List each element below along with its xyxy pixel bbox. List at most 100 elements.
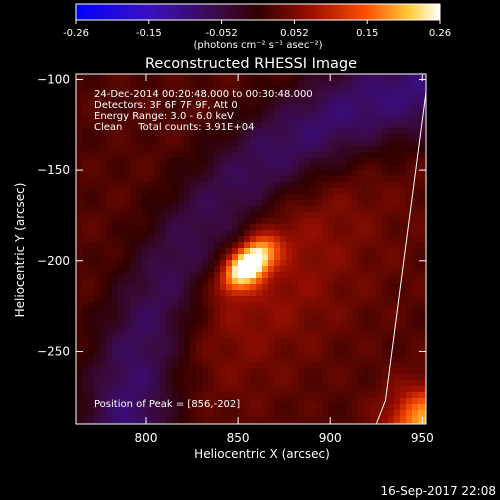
heatmap-cell [76, 410, 83, 417]
heatmap-cell [394, 374, 401, 381]
heatmap-cell [346, 404, 353, 411]
heatmap-cell [220, 170, 227, 177]
heatmap-cell [376, 86, 383, 93]
heatmap-cell [178, 362, 185, 369]
heatmap-cell [388, 116, 395, 123]
heatmap-cell [274, 302, 281, 309]
heatmap-cell [274, 326, 281, 333]
heatmap-cell [394, 326, 401, 333]
heatmap-cell [244, 116, 251, 123]
heatmap-cell [100, 74, 107, 81]
heatmap-cell [400, 152, 407, 159]
heatmap-cell [382, 206, 389, 213]
heatmap-cell [184, 134, 191, 141]
heatmap-cell [334, 182, 341, 189]
heatmap-cell [364, 404, 371, 411]
heatmap-cell [370, 194, 377, 201]
heatmap-cell [424, 230, 426, 237]
heatmap-cell [352, 272, 359, 279]
heatmap-cell [274, 74, 281, 81]
heatmap-cell [358, 362, 365, 369]
heatmap-cell [400, 86, 407, 93]
heatmap-cell [370, 92, 377, 99]
heatmap-cell [208, 218, 215, 225]
heatmap-cell [250, 416, 257, 423]
x-tick-label: 900 [319, 431, 342, 445]
heatmap-cell [250, 380, 257, 387]
heatmap-cell [244, 158, 251, 165]
heatmap-cell [292, 116, 299, 123]
heatmap-cell [406, 152, 413, 159]
heatmap-cell [184, 392, 191, 399]
heatmap-cell [376, 290, 383, 297]
heatmap-cell [106, 338, 113, 345]
heatmap-cell [418, 218, 425, 225]
heatmap-cell [172, 398, 179, 405]
heatmap-cell [424, 140, 426, 147]
heatmap-cell [232, 260, 239, 267]
heatmap-cell [244, 140, 251, 147]
heatmap-cell [124, 422, 131, 424]
heatmap-cell [106, 350, 113, 357]
heatmap-cell [412, 224, 419, 231]
heatmap-cell [286, 128, 293, 135]
heatmap-cell [346, 176, 353, 183]
heatmap-cell [160, 248, 167, 255]
heatmap-cell [166, 254, 173, 261]
heatmap-cell [298, 98, 305, 105]
heatmap-cell [208, 98, 215, 105]
heatmap-cell [256, 248, 263, 255]
heatmap-cell [388, 338, 395, 345]
heatmap-cell [328, 338, 335, 345]
heatmap-cell [196, 404, 203, 411]
heatmap-cell [250, 362, 257, 369]
heatmap-cell [256, 266, 263, 273]
heatmap-cell [196, 248, 203, 255]
heatmap-cell [316, 98, 323, 105]
heatmap-cell [232, 278, 239, 285]
heatmap-cell [166, 134, 173, 141]
heatmap-cell [352, 380, 359, 387]
heatmap-cell [154, 98, 161, 105]
heatmap-cell [262, 368, 269, 375]
heatmap-cell [202, 386, 209, 393]
heatmap-cell [226, 254, 233, 261]
heatmap-cell [250, 398, 257, 405]
heatmap-cell [376, 380, 383, 387]
heatmap-cell [340, 344, 347, 351]
heatmap-cell [94, 206, 101, 213]
heatmap-cell [412, 254, 419, 261]
heatmap-cell [382, 284, 389, 291]
heatmap-cell [208, 224, 215, 231]
heatmap-cell [268, 152, 275, 159]
heatmap-cell [76, 182, 83, 189]
heatmap-cell [130, 404, 137, 411]
heatmap-cell [202, 320, 209, 327]
heatmap-cell [178, 122, 185, 129]
heatmap-cell [400, 356, 407, 363]
heatmap-cell [316, 242, 323, 249]
heatmap-cell [334, 104, 341, 111]
heatmap-cell [232, 362, 239, 369]
heatmap-cell [274, 410, 281, 417]
heatmap-cell [256, 134, 263, 141]
heatmap-cell [400, 158, 407, 165]
heatmap-cell [136, 110, 143, 117]
heatmap-cell [412, 338, 419, 345]
heatmap-cell [298, 86, 305, 93]
heatmap-cell [262, 164, 269, 171]
heatmap-cell [214, 158, 221, 165]
heatmap-cell [268, 374, 275, 381]
heatmap-cell [262, 362, 269, 369]
heatmap-cell [400, 284, 407, 291]
heatmap-cell [106, 164, 113, 171]
heatmap-cell [256, 164, 263, 171]
heatmap-cell [382, 218, 389, 225]
heatmap-cell [310, 308, 317, 315]
heatmap-cell [340, 218, 347, 225]
heatmap-cell [292, 278, 299, 285]
heatmap-cell [406, 86, 413, 93]
heatmap-cell [160, 128, 167, 135]
heatmap-cell [418, 278, 425, 285]
heatmap-cell [208, 212, 215, 219]
